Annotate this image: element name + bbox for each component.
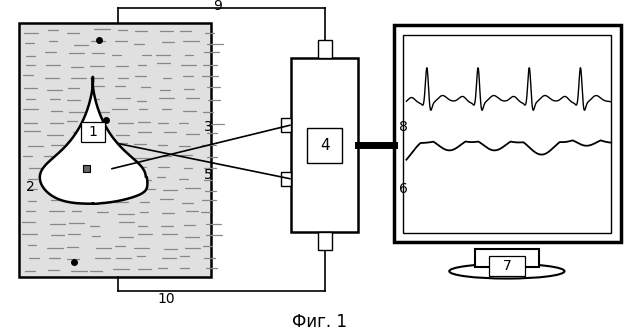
Bar <box>81 122 105 142</box>
Bar <box>489 256 525 276</box>
Bar <box>291 58 358 232</box>
Text: 10: 10 <box>157 292 175 306</box>
Bar <box>475 249 539 267</box>
Bar <box>19 23 211 277</box>
Text: 2: 2 <box>26 180 35 194</box>
Text: 7: 7 <box>502 259 511 273</box>
Bar <box>403 35 611 232</box>
Text: 9: 9 <box>213 0 222 13</box>
Bar <box>318 40 332 58</box>
Text: 8: 8 <box>399 120 408 134</box>
Bar <box>394 25 621 242</box>
Text: 3: 3 <box>204 120 212 134</box>
Polygon shape <box>40 77 147 204</box>
Text: Фиг. 1: Фиг. 1 <box>292 313 348 331</box>
Text: 6: 6 <box>399 182 408 196</box>
Bar <box>83 165 90 172</box>
Bar <box>318 232 332 250</box>
Ellipse shape <box>449 264 564 279</box>
Bar <box>307 128 342 163</box>
Bar <box>281 118 291 132</box>
Text: 1: 1 <box>88 125 97 139</box>
Bar <box>281 172 291 186</box>
Text: 4: 4 <box>320 138 330 153</box>
Text: 5: 5 <box>204 168 212 182</box>
